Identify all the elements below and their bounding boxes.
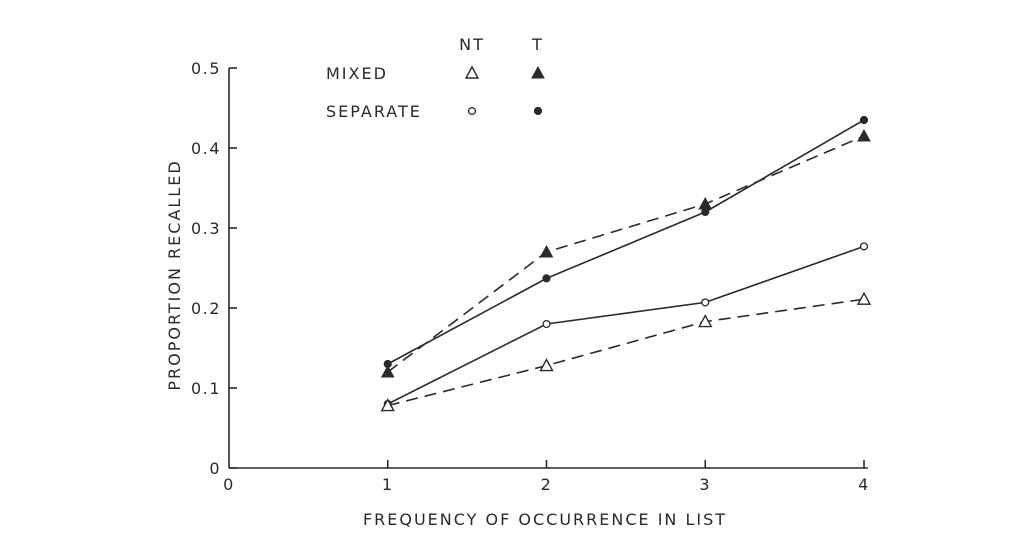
data-point <box>856 291 872 305</box>
axes <box>228 68 868 469</box>
legend-marker-separate-nt <box>467 106 477 116</box>
data-point <box>701 298 710 307</box>
series-line <box>387 298 865 407</box>
series-line <box>387 119 865 365</box>
data-point <box>380 364 395 378</box>
legend-marker-separate-t <box>533 106 543 116</box>
series-mixed-t <box>380 128 871 378</box>
legend-column-header: NT <box>459 35 485 54</box>
data-point <box>542 274 551 283</box>
series-mixed-nt <box>380 291 872 412</box>
data-point <box>542 319 551 329</box>
legend-marker-mixed-nt <box>464 65 480 79</box>
y-tick-label: 0.4 <box>191 139 221 158</box>
legend-marker-mixed-t <box>531 65 545 79</box>
data-point <box>380 398 395 412</box>
y-axis-title: PROPORTION RECALLED <box>165 159 184 390</box>
series-line <box>387 245 865 405</box>
x-tick-label: 0 <box>223 475 235 494</box>
legend-row-label: MIXED <box>326 64 388 83</box>
y-tick-label: 0.2 <box>191 299 221 318</box>
legend-row-label: SEPARATE <box>326 102 422 121</box>
series-separate-nt <box>383 242 869 409</box>
x-tick-label: 3 <box>699 475 711 494</box>
x-axis-title: FREQUENCY OF OCCURRENCE IN LIST <box>363 510 727 529</box>
data-point <box>539 358 554 372</box>
y-tick-label: 0 <box>209 459 221 478</box>
x-tick-label: 2 <box>541 475 553 494</box>
data-point <box>857 128 871 142</box>
y-tick-label: 0.1 <box>191 379 221 398</box>
x-tick-label: 1 <box>382 475 394 494</box>
x-tick-label: 4 <box>858 475 870 494</box>
data-point <box>698 314 713 328</box>
data-point <box>383 359 392 369</box>
series-group <box>380 115 872 412</box>
legend: NT T MIXED SEPARATE <box>326 35 545 121</box>
legend-column-header: T <box>531 35 544 54</box>
series-line <box>387 135 865 373</box>
data-point <box>539 244 554 258</box>
tick-labels: 0 1 2 3 4 0 0.1 0.2 0.3 0.4 0.5 <box>191 59 870 494</box>
data-point <box>859 115 869 125</box>
y-tick-label: 0.3 <box>191 219 221 238</box>
y-tick-label: 0.5 <box>191 59 221 78</box>
data-point <box>859 242 869 251</box>
data-point <box>698 196 713 210</box>
series-separate-t <box>383 115 869 369</box>
tick-marks <box>229 67 865 469</box>
data-point <box>701 207 710 217</box>
